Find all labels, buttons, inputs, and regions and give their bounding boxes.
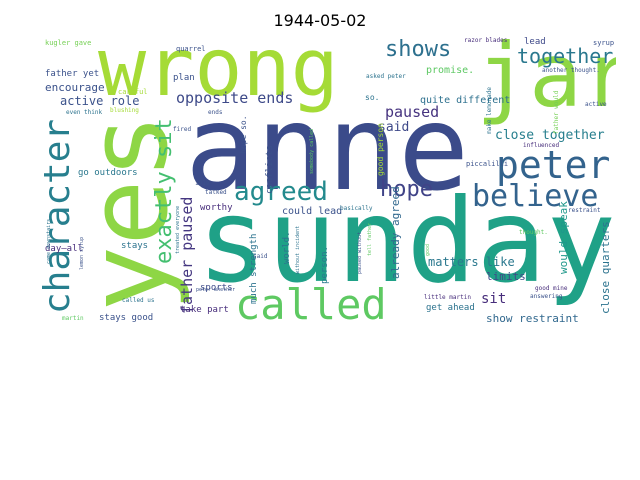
word-much-strength: much strength — [249, 233, 259, 304]
word-tell-father: tell father — [367, 222, 373, 256]
word-anne: anne — [185, 79, 470, 217]
word-wrong: wrong — [98, 34, 339, 114]
word-quarrel: quarrel — [176, 45, 206, 53]
word-matters-like: matters like — [428, 255, 515, 269]
word-encourage: encourage — [45, 81, 105, 94]
word-restraint: restraint — [568, 207, 601, 214]
word-conflicts: conflicts — [265, 145, 275, 194]
word-answering: answering — [530, 293, 563, 300]
word-father-paused: father paused — [178, 196, 196, 314]
word-another-thought: another thought. — [542, 67, 600, 74]
word-peter: peter — [496, 143, 611, 187]
word-together: together — [517, 44, 614, 68]
word-cloud: anne sunday wrong yes jar peter called c… — [40, 34, 616, 326]
word-paused-without: paused without — [357, 231, 363, 274]
word-active-role: active role — [60, 94, 140, 108]
word-lemon-syrup: lemon syrup — [79, 236, 85, 270]
word-agreed: agreed — [234, 177, 328, 207]
word-careful: careful — [118, 88, 148, 96]
word-sunday: sunday — [197, 174, 616, 309]
word-lead: lead — [524, 37, 546, 47]
word-close-quarters: close quarters — [599, 221, 612, 314]
word-fired: fired — [173, 126, 192, 133]
word-get-ahead: get ahead — [426, 303, 475, 313]
word-good-mine: good mine — [535, 285, 568, 292]
word-good-person: good person — [376, 123, 385, 176]
word-take-part: take part — [180, 305, 229, 315]
word-exactly-sit: exactly sit — [152, 118, 177, 264]
word-martin: martin — [62, 315, 84, 322]
word-talked: talked — [205, 189, 227, 196]
word-blushing: blushing — [110, 107, 139, 114]
word-called-us: called us — [122, 297, 155, 304]
word-even-think: even think — [66, 109, 103, 116]
word-father-would: father would — [553, 90, 560, 134]
word-razor-blades: razor blades — [464, 37, 508, 44]
word-good: good — [425, 243, 431, 256]
word-active: active — [585, 101, 607, 108]
word-came-downstairs: came downstairs — [46, 218, 52, 264]
word-believe: believe — [472, 179, 599, 214]
word-said: said — [378, 120, 410, 135]
word-make-lemonade: make lemonade — [486, 87, 493, 134]
word-close-together: close together — [495, 128, 605, 143]
word-hope-so: hope so. — [239, 115, 248, 154]
word-said-small: said — [253, 253, 268, 260]
word-world: world. — [282, 231, 292, 264]
word-1919: 1919 — [195, 180, 210, 187]
word-opposite-ends: opposite ends — [176, 89, 294, 107]
word-piccalilli: piccalilli — [466, 160, 509, 168]
word-called: called — [235, 280, 387, 326]
word-asked-peter: asked peter — [366, 73, 406, 80]
word-ends: ends — [208, 109, 223, 116]
word-kugler-gave: kugler gave — [45, 39, 92, 47]
word-stays: stays — [121, 241, 149, 251]
word-show-restraint: show restraint — [486, 312, 579, 325]
word-treated-everyone: treated everyone — [175, 205, 181, 254]
word-influenced: influenced — [523, 142, 560, 149]
word-peter-whether: peter whether — [196, 287, 236, 293]
word-shows: shows — [385, 37, 452, 62]
word-character: character — [40, 118, 78, 314]
word-little-martin: little martin — [424, 294, 471, 301]
word-promise: promise. — [426, 65, 475, 76]
word-so: so. — [365, 93, 380, 102]
word-go-outdoors: go outdoors — [78, 168, 138, 178]
word-somebody-called: somebody called — [309, 128, 315, 174]
wordcloud-title: 1944-05-02 — [273, 11, 367, 30]
word-sit: sit — [481, 291, 507, 307]
word-without-incident: without incident — [295, 225, 301, 274]
word-worthy: worthy — [200, 203, 233, 213]
word-basically: basically — [340, 205, 373, 212]
word-hope: hope — [380, 177, 433, 202]
word-plan: plan — [173, 73, 195, 83]
word-day-all: day—all — [45, 244, 83, 254]
word-already-agreed: already agreed — [389, 186, 402, 279]
word-syrup: syrup — [593, 39, 615, 47]
word-thought: thought. — [519, 229, 548, 236]
word-jar: jar — [476, 34, 616, 127]
word-father-yet: father yet — [45, 69, 100, 79]
word-could-lead: could lead — [282, 206, 343, 217]
word-limits: limits — [486, 270, 526, 283]
word-stays-good: stays good — [99, 313, 154, 323]
word-paused: paused — [385, 103, 440, 121]
word-person: person. — [320, 246, 330, 284]
word-sports: sports — [200, 283, 233, 293]
word-quite-different: quite different — [420, 95, 511, 106]
